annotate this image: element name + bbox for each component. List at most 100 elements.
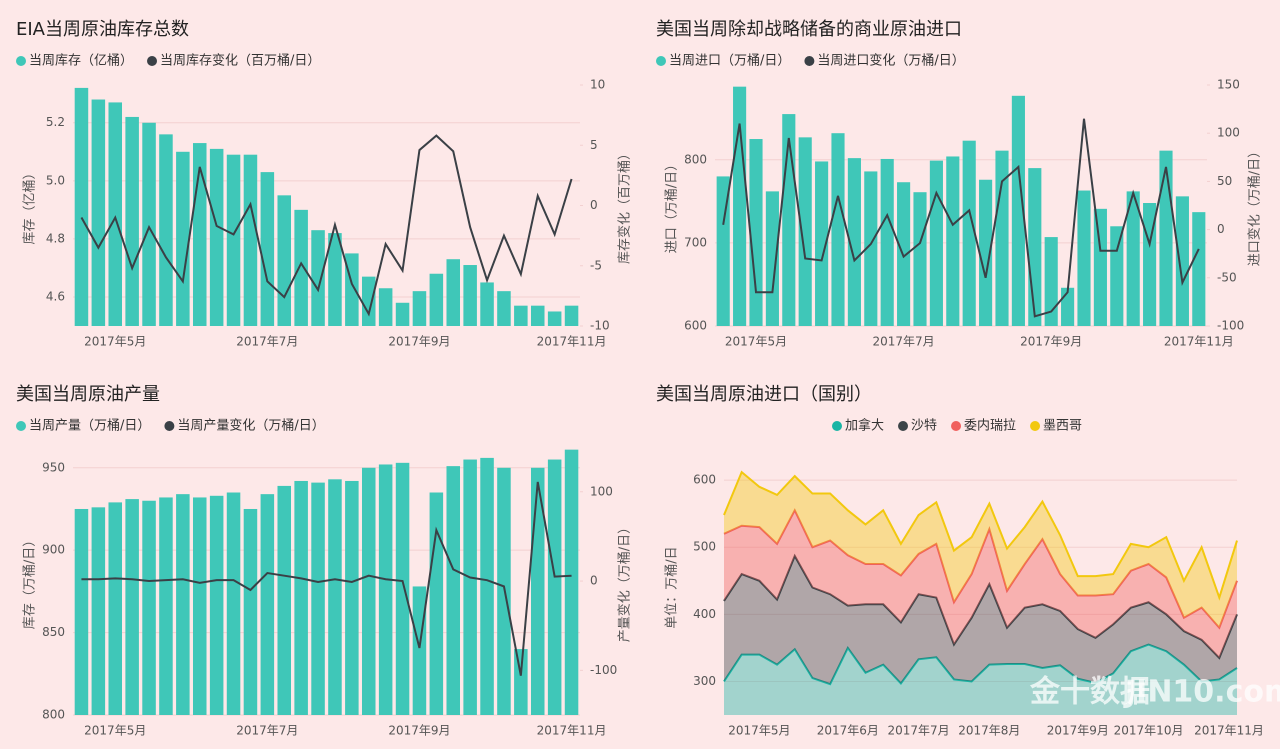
y-axis-title: 单位：万桶/日 <box>665 546 680 628</box>
y2-tick-label: 10 <box>590 78 605 92</box>
bar <box>74 87 89 326</box>
watermark: JIN10.com <box>1123 675 1280 710</box>
chart-title: EIA当周原油库存总数 <box>16 19 189 40</box>
bar <box>412 586 427 715</box>
y2-axis-title: 进口变化（万桶/日） <box>1247 145 1263 266</box>
area <box>724 644 1237 715</box>
bar <box>463 265 477 326</box>
bar <box>547 311 562 326</box>
legend-marker <box>898 421 909 431</box>
bar <box>159 497 173 715</box>
x-tick-label: 2017年9月 <box>1047 724 1109 738</box>
bar <box>798 137 812 326</box>
x-tick-label: 2017年5月 <box>725 335 787 349</box>
y-tick-label: 5.2 <box>46 115 65 129</box>
bar <box>91 99 106 327</box>
legend-label: 墨西哥 <box>1043 419 1082 434</box>
bar <box>1028 168 1042 326</box>
legend-label: 当周进口（万桶/日） <box>669 54 790 69</box>
bar <box>530 305 545 326</box>
bar <box>1093 208 1107 326</box>
area <box>724 510 1237 658</box>
bar <box>1159 150 1173 326</box>
bar <box>995 150 1009 326</box>
y2-tick-label: 5 <box>590 138 598 152</box>
y-axis-title: 库存（亿桶） <box>22 166 38 244</box>
legend-marker <box>164 421 175 431</box>
legend-label: 当周库存（亿桶） <box>29 53 133 69</box>
x-tick-label: 2017年11月 <box>537 724 607 738</box>
y-tick-label: 600 <box>684 319 707 333</box>
x-tick-label: 2017年5月 <box>84 724 146 738</box>
legend-label: 当周产量（万桶/日） <box>29 419 150 434</box>
line <box>722 118 1200 318</box>
bar <box>108 502 123 715</box>
bar <box>142 122 156 327</box>
bar <box>1011 95 1025 326</box>
bar <box>831 133 845 326</box>
y-tick-label: 600 <box>693 473 716 487</box>
legend-label: 当周产量变化（万桶/日） <box>177 418 324 434</box>
x-tick-label: 2017年11月 <box>537 335 607 349</box>
bar <box>880 158 894 326</box>
bar <box>979 179 993 326</box>
bar <box>962 140 976 326</box>
bar <box>946 156 960 326</box>
bar <box>1110 226 1124 326</box>
bar <box>429 273 444 326</box>
y-tick-label: 850 <box>42 625 65 639</box>
bar <box>716 176 730 326</box>
area-line <box>723 470 1238 601</box>
bar <box>277 485 292 715</box>
x-tick-label: 2017年7月 <box>236 335 298 349</box>
y-axis-title: 进口（万桶/日） <box>665 158 680 253</box>
bar <box>328 233 342 326</box>
bar <box>260 494 275 715</box>
y2-tick-label: -10 <box>590 319 610 333</box>
bar <box>913 192 927 326</box>
line <box>81 481 572 676</box>
chart-title: 美国当周除却战略储备的商业原油进口 <box>656 19 962 40</box>
legend-label: 沙特 <box>911 419 937 434</box>
bar <box>514 305 528 326</box>
bar <box>446 259 461 326</box>
bar <box>345 480 359 715</box>
bar <box>480 282 494 326</box>
bar <box>864 171 878 326</box>
bar <box>395 302 410 326</box>
y2-tick-label: 150 <box>1217 78 1240 92</box>
legend-label: 委内瑞拉 <box>964 418 1016 434</box>
y2-axis-title: 库存变化（百万桶） <box>617 147 633 264</box>
bar <box>733 86 747 326</box>
bar <box>1175 196 1189 326</box>
bar <box>378 288 393 326</box>
bar <box>847 158 861 326</box>
bar <box>361 276 376 326</box>
y-tick-label: 700 <box>684 235 707 249</box>
bar <box>294 209 308 326</box>
bar <box>547 459 562 715</box>
legend-marker <box>147 56 158 66</box>
bar <box>564 305 579 326</box>
legend-label: 当周进口变化（万桶/日） <box>817 53 964 69</box>
bar <box>243 154 258 326</box>
bar <box>564 449 579 715</box>
legend-marker <box>804 56 815 66</box>
bar <box>192 497 207 715</box>
bar <box>142 500 156 715</box>
x-tick-label: 2017年9月 <box>388 724 450 738</box>
bar <box>429 492 444 715</box>
bar <box>929 160 943 326</box>
x-tick-label: 2017年7月 <box>887 724 949 738</box>
y-tick-label: 900 <box>42 543 65 557</box>
legend-marker <box>1030 421 1041 431</box>
y2-tick-label: -100 <box>1217 319 1244 333</box>
bar <box>328 479 342 715</box>
bar <box>108 102 123 326</box>
bar <box>226 492 241 715</box>
y2-tick-label: 100 <box>590 484 613 498</box>
bar <box>497 291 511 326</box>
y-tick-label: 5.0 <box>46 173 65 187</box>
y-tick-label: 4.6 <box>46 289 65 303</box>
